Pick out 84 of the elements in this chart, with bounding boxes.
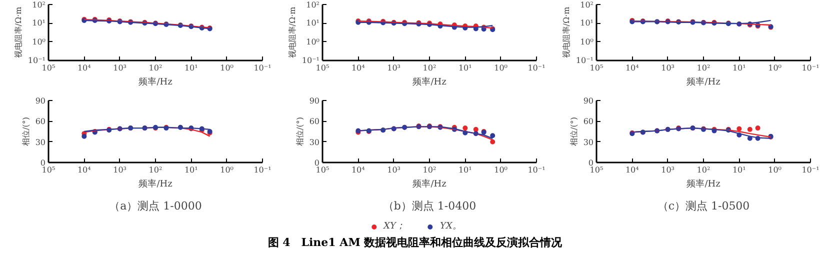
x-tick-label: 10⁴ [77,64,91,72]
x-tick-label: 10⁴ [351,166,365,174]
x-tick-label: 10³ [113,166,127,174]
x-tick-label: 10⁵ [316,166,330,174]
x-tick-label: 10⁻¹ [802,166,820,174]
x-tick-label: 10³ [661,64,675,72]
x-tick-label: 10² [696,166,710,174]
y-axis-title: 相位/(°) [295,117,304,146]
y-tick-label: 10² [306,0,320,10]
y-tick-label: 0 [40,158,46,168]
y-axis-title: 相位/(°) [569,117,578,146]
y-tick-label: 90 [35,96,46,106]
x-tick-label: 10⁴ [625,64,639,72]
x-tick-label: 10⁰ [220,166,234,174]
x-tick-label: 10² [422,64,436,72]
y-axis-title: 相位/(°) [21,117,30,146]
x-tick-label: 10⁻¹ [528,64,546,72]
y-axis-title: 视电阻率/Ω·m [14,6,23,58]
x-axis-title: 频率/Hz [138,178,173,190]
y-tick-label: 10⁰ [32,37,46,46]
y-tick-label: 10² [32,0,46,10]
x-tick-label: 10² [422,166,436,174]
y-tick-label: 0 [314,158,320,168]
y-axis-title: 视电阻率/Ω·m [562,6,571,58]
x-tick-label: 10⁰ [494,64,508,72]
x-axis-title: 频率/Hz [686,178,721,190]
x-tick-label: 10⁻¹ [254,166,272,174]
y-tick-label: 10⁻¹ [302,56,320,65]
y-tick-label: 90 [583,96,594,106]
y-tick-label: 30 [583,138,594,147]
legend-label: YX。 [440,220,462,232]
y-tick-label: 10⁰ [306,37,320,46]
x-axis-title: 频率/Hz [686,76,721,88]
y-tick-label: 30 [35,138,46,147]
x-axis-title: 频率/Hz [412,178,447,190]
y-tick-label: 0 [588,158,594,168]
caption: 图 4 Line1 AM 数据视电阻率和相位曲线及反演拟合情况 [268,236,562,249]
y-tick-label: 10¹ [306,18,320,28]
x-tick-label: 10⁴ [625,166,639,174]
x-tick-label: 10³ [387,64,401,72]
y-tick-label: 10⁻¹ [576,56,594,65]
x-tick-label: 10¹ [732,166,746,174]
x-tick-label: 10⁻¹ [254,64,272,72]
x-tick-label: 10³ [661,166,675,174]
legend-label: XY； [384,220,405,232]
y-tick-label: 60 [35,117,46,126]
x-tick-label: 10¹ [184,166,198,174]
x-tick-label: 10⁰ [768,64,782,72]
y-tick-label: 30 [309,138,320,147]
x-tick-label: 10² [148,166,162,174]
x-tick-label: 10³ [387,166,401,174]
y-tick-label: 10⁻¹ [28,56,46,65]
x-tick-label: 10⁰ [494,166,508,174]
x-tick-label: 10¹ [458,166,472,174]
x-tick-label: 10² [696,64,710,72]
x-tick-label: 10⁰ [768,166,782,174]
x-tick-label: 10¹ [732,64,746,72]
x-tick-label: 10⁵ [590,166,604,174]
x-axis-title: 频率/Hz [138,76,173,88]
x-tick-label: 10⁻¹ [528,166,546,174]
x-axis-title: 频率/Hz [412,76,447,88]
x-tick-label: 10¹ [184,64,198,72]
x-tick-label: 10⁵ [42,166,56,174]
text: （b）测点 1-0400 [382,200,476,212]
x-tick-label: 10⁵ [316,64,330,72]
x-tick-label: 10² [148,64,162,72]
x-tick-label: 10⁻¹ [802,64,820,72]
x-tick-label: 10¹ [458,64,472,72]
x-tick-label: 10⁴ [351,64,365,72]
y-axis-title: 视电阻率/Ω·m [288,6,297,58]
y-tick-label: 10⁰ [580,37,594,46]
x-tick-label: 10⁵ [42,64,56,72]
y-tick-label: 60 [309,117,320,126]
y-tick-label: 10² [580,0,594,10]
y-tick-label: 90 [309,96,320,106]
text: （c）测点 1-0500 [657,200,750,212]
x-tick-label: 10⁴ [77,166,91,174]
x-tick-label: 10⁰ [220,64,234,72]
y-tick-label: 10¹ [32,18,46,28]
text: （a）测点 1-0000 [109,200,202,212]
x-tick-label: 10⁵ [590,64,604,72]
x-tick-label: 10³ [113,64,127,72]
y-tick-label: 60 [583,117,594,126]
y-tick-label: 10¹ [580,18,594,28]
